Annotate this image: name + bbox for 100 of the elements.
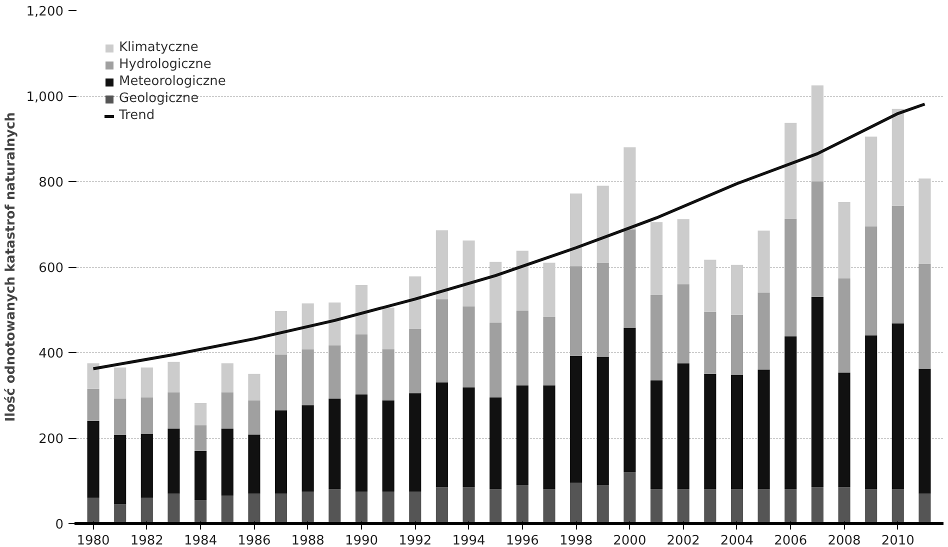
bar xyxy=(490,489,502,524)
bar xyxy=(892,323,904,490)
bar xyxy=(409,276,422,329)
bar xyxy=(677,219,690,284)
bar xyxy=(730,314,744,375)
bar xyxy=(596,356,609,486)
bar xyxy=(811,296,824,488)
bar xyxy=(758,489,770,524)
bar xyxy=(758,370,770,490)
bar xyxy=(892,108,904,206)
bar xyxy=(87,363,100,389)
bar xyxy=(194,402,207,426)
bar xyxy=(516,385,528,486)
x-tick-label: 2008 xyxy=(828,534,861,547)
bar xyxy=(462,487,475,524)
bar xyxy=(274,354,288,410)
bar xyxy=(516,310,528,386)
bar xyxy=(704,374,716,490)
bar xyxy=(274,311,288,355)
bar xyxy=(114,435,126,504)
x-tick-label: 1980 xyxy=(76,534,110,547)
bar xyxy=(436,487,448,524)
bar xyxy=(543,385,556,490)
y-tick-label: 1,200 xyxy=(26,4,64,20)
bar xyxy=(248,434,260,494)
bar xyxy=(918,264,931,369)
bar xyxy=(677,363,690,490)
bar xyxy=(624,472,636,524)
y-tick-label: 200 xyxy=(38,432,64,447)
bar xyxy=(382,349,394,400)
bar xyxy=(490,397,502,490)
bar xyxy=(248,494,260,524)
bar xyxy=(865,136,878,226)
bar xyxy=(409,393,422,492)
bar xyxy=(784,336,797,490)
legend-label: Meteorologiczne xyxy=(119,74,226,89)
bar xyxy=(462,306,475,388)
legend-label: Hydrologiczne xyxy=(119,57,212,72)
bar xyxy=(140,367,153,398)
bar xyxy=(543,262,556,318)
x-tick-label: 2004 xyxy=(720,534,754,547)
bar xyxy=(274,494,288,524)
bar xyxy=(892,206,904,324)
bar xyxy=(168,494,180,524)
x-tick-label: 2010 xyxy=(881,534,914,547)
x-tick-label: 1994 xyxy=(452,534,486,547)
bar xyxy=(543,317,556,386)
bar xyxy=(87,388,100,421)
bar xyxy=(436,382,448,488)
bar xyxy=(596,262,609,357)
bar xyxy=(865,226,878,336)
bar xyxy=(784,489,797,524)
y-tick-label: 1,000 xyxy=(26,90,64,105)
bar xyxy=(221,496,234,524)
bar xyxy=(811,182,824,297)
bar xyxy=(302,405,314,492)
bar xyxy=(784,218,797,336)
bar xyxy=(302,350,314,406)
bar xyxy=(221,392,234,429)
bar xyxy=(194,450,207,500)
x-tick-label: 2002 xyxy=(666,534,700,547)
y-tick-label: 600 xyxy=(38,261,64,276)
bar xyxy=(221,428,234,496)
bar xyxy=(758,230,770,293)
bar xyxy=(650,294,663,380)
bar xyxy=(355,284,368,335)
bar xyxy=(328,398,341,490)
bar xyxy=(918,494,931,524)
bar xyxy=(624,229,636,328)
bar xyxy=(865,489,878,524)
bar xyxy=(570,266,582,356)
bar xyxy=(436,230,448,300)
bar xyxy=(704,489,716,524)
bar xyxy=(140,397,153,434)
bar xyxy=(140,434,153,498)
bar xyxy=(892,489,904,524)
x-tick-label: 1992 xyxy=(398,534,432,547)
x-tick-label: 1990 xyxy=(344,534,378,547)
x-tick-label: 1984 xyxy=(184,534,218,547)
bar xyxy=(302,303,314,350)
bar xyxy=(328,302,341,346)
bar xyxy=(382,400,394,492)
bar xyxy=(462,240,475,306)
bar xyxy=(918,368,931,494)
bar xyxy=(328,345,341,399)
bar xyxy=(784,122,797,219)
x-tick-label: 1986 xyxy=(238,534,271,547)
legend-label: Trend xyxy=(119,108,155,123)
bar xyxy=(382,491,394,524)
bar xyxy=(168,428,180,494)
bar xyxy=(677,284,690,364)
y-tick-label: 0 xyxy=(55,518,64,532)
bar xyxy=(730,264,744,315)
bar xyxy=(302,491,314,524)
x-tick-label: 2000 xyxy=(613,534,646,547)
bar xyxy=(570,482,582,524)
legend-label: Geologiczne xyxy=(119,91,199,106)
bar xyxy=(221,363,234,392)
bar xyxy=(811,85,824,182)
legend-label: Klimatyczne xyxy=(119,40,198,55)
